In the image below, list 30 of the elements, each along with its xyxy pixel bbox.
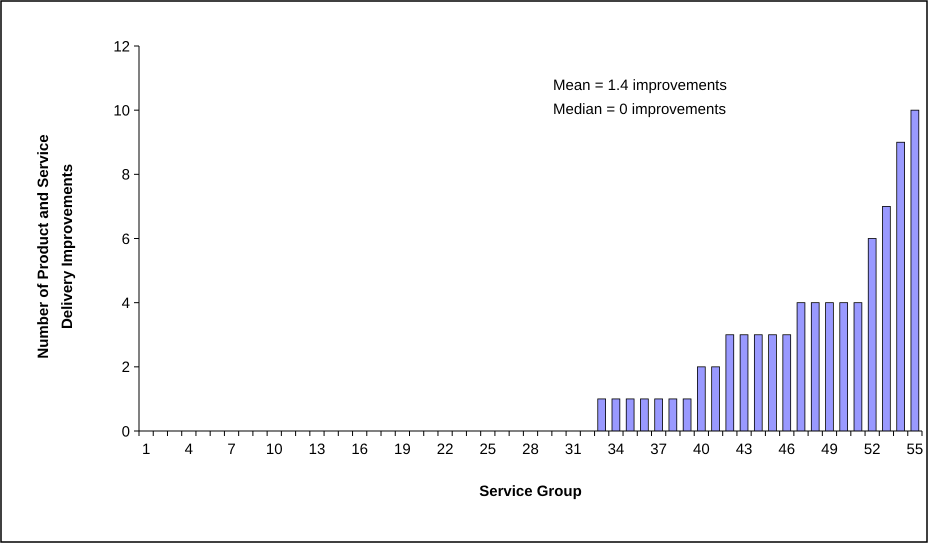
y-tick-label: 2 [122,359,130,376]
x-tick-label: 10 [266,441,283,458]
x-tick-label: 37 [650,441,667,458]
x-tick-label: 34 [608,441,624,458]
y-tick-label: 12 [113,38,130,56]
y-tick-label: 8 [122,166,130,184]
x-tick-label: 13 [308,441,326,458]
y-axis-title: Number of Product and Service Delivery Improvements [35,134,76,359]
x-tick-label: 49 [821,441,838,458]
x-tick-label: 40 [692,441,710,458]
x-tick-label: 7 [227,441,236,458]
y-tick-label: 4 [122,294,130,312]
x-tick-label: 55 [906,441,924,458]
x-tick-label: 4 [184,441,193,458]
x-tick-label: 19 [394,441,411,458]
annotation: Mean = 1.4 improvements [553,77,727,94]
x-tick-label: 46 [778,441,796,458]
y-tick-label: 6 [122,230,130,248]
x-tick-label: 1 [142,441,150,458]
x-tick-label: 31 [564,441,582,458]
x-tick-label: 25 [479,441,496,458]
x-tick-label: 43 [736,441,752,458]
y-tick-label: 0 [122,423,130,440]
x-axis-title: Service Group [479,483,582,500]
y-tick-label: 10 [113,102,130,120]
x-tick-label: 52 [864,441,881,458]
annotation: Median = 0 improvements [553,101,726,118]
x-tick-label: 16 [351,441,368,458]
x-tick-label: 22 [436,441,454,458]
x-tick-label: 28 [522,441,539,458]
